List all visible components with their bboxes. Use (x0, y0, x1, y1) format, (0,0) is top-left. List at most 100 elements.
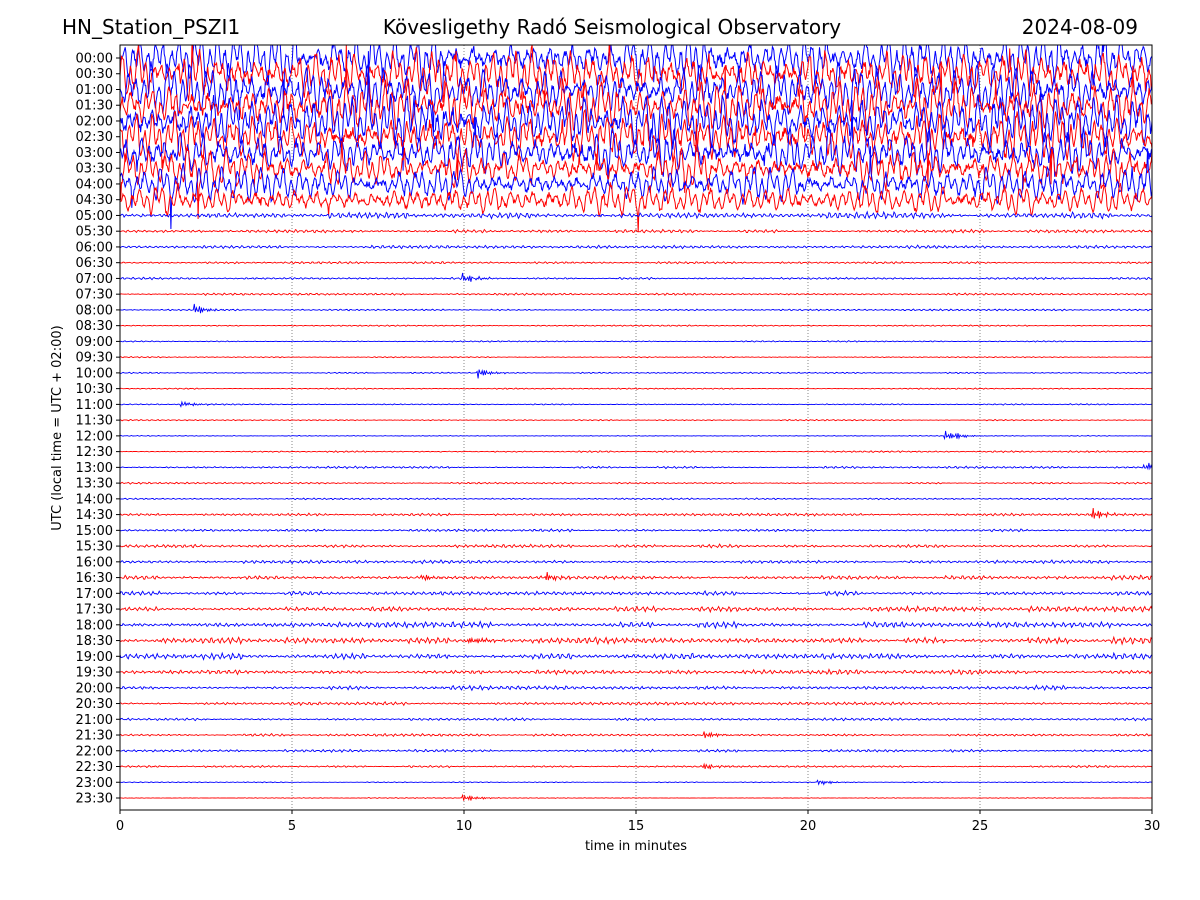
trace-1930 (120, 668, 1152, 676)
trace-1900 (120, 651, 1152, 661)
y-tick-label: 04:00 (76, 177, 113, 192)
y-tick-label: 13:00 (76, 461, 113, 476)
trace-0700 (120, 272, 1152, 282)
y-tick-label: 08:30 (76, 319, 113, 334)
y-tick-label: 18:30 (76, 634, 113, 649)
y-tick-label: 04:30 (76, 193, 113, 208)
trace-2130 (120, 731, 1152, 739)
trace-1700 (120, 589, 1152, 597)
trace-1000 (120, 369, 1152, 379)
y-tick-label: 01:00 (76, 83, 113, 98)
y-tick-label: 10:30 (76, 382, 113, 397)
trace-0800 (120, 303, 1152, 314)
trace-0600 (120, 244, 1152, 250)
trace-1400 (120, 497, 1152, 501)
trace-1630 (120, 571, 1152, 582)
y-tick-label: 17:00 (76, 587, 113, 602)
trace-0430 (120, 182, 1152, 232)
y-tick-label: 03:00 (76, 146, 113, 161)
y-tick-label: 02:30 (76, 130, 113, 145)
y-tick-label: 20:30 (76, 697, 113, 712)
y-tick-label: 08:00 (76, 303, 113, 318)
trace-0400 (120, 146, 1152, 230)
x-tick-label: 20 (800, 819, 817, 834)
y-tick-label: 02:00 (76, 114, 113, 129)
y-tick-label: 15:00 (76, 524, 113, 539)
trace-1730 (120, 604, 1152, 614)
y-tick-label: 13:30 (76, 477, 113, 492)
date-title: 2024-08-09 (1021, 15, 1138, 39)
y-tick-label: 07:00 (76, 272, 113, 287)
y-tick-label: 06:00 (76, 240, 113, 255)
y-tick-label: 21:00 (76, 713, 113, 728)
y-tick-label: 11:00 (76, 398, 113, 413)
x-tick-label: 5 (288, 819, 296, 834)
y-tick-label: 15:30 (76, 540, 113, 555)
observatory-title: Kövesligethy Radó Seismological Observat… (382, 15, 842, 39)
trace-1600 (120, 559, 1152, 565)
y-tick-label: 00:00 (76, 52, 113, 67)
y-tick-label: 06:30 (76, 256, 113, 271)
trace-1330 (120, 481, 1152, 485)
trace-0900 (120, 340, 1152, 343)
y-tick-label: 22:30 (76, 760, 113, 775)
trace-0930 (120, 355, 1152, 359)
trace-1830 (120, 635, 1152, 646)
y-tick-label: 01:30 (76, 99, 113, 114)
y-tick-label: 12:00 (76, 429, 113, 444)
trace-1200 (120, 430, 1152, 441)
x-tick-label: 10 (456, 819, 473, 834)
trace-1800 (120, 620, 1152, 630)
y-tick-label: 21:30 (76, 729, 113, 744)
trace-0330 (120, 118, 1152, 220)
y-tick-label: 12:30 (76, 445, 113, 460)
trace-0300 (120, 100, 1152, 183)
y-tick-label: 23:00 (76, 776, 113, 791)
y-tick-label: 05:00 (76, 209, 113, 224)
y-tick-label: 20:00 (76, 681, 113, 696)
y-tick-label: 14:30 (76, 508, 113, 523)
trace-2330 (120, 793, 1152, 802)
trace-0000 (120, 45, 1152, 118)
trace-2000 (120, 684, 1152, 692)
trace-1100 (120, 400, 1152, 408)
y-tick-label: 09:00 (76, 335, 113, 350)
x-axis-label: time in minutes (585, 839, 687, 854)
trace-0500 (120, 210, 1152, 220)
x-tick-label: 0 (116, 819, 124, 834)
x-tick-label: 15 (628, 819, 645, 834)
trace-1300 (120, 462, 1152, 471)
y-tick-label: 09:30 (76, 351, 113, 366)
y-tick-label: 16:30 (76, 571, 113, 586)
y-tick-label: 22:00 (76, 744, 113, 759)
station-title: HN_Station_PSZI1 (62, 15, 241, 39)
y-axis-label: UTC (local time = UTC + 02:00) (50, 325, 65, 530)
trace-1500 (120, 528, 1152, 533)
trace-2030 (120, 701, 1152, 707)
trace-0630 (120, 260, 1152, 265)
y-tick-label: 14:00 (76, 492, 113, 507)
trace-1030 (120, 387, 1152, 390)
trace-2300 (120, 779, 1152, 786)
y-tick-label: 10:00 (76, 366, 113, 381)
x-tick-label: 30 (1144, 819, 1161, 834)
trace-0730 (120, 292, 1152, 297)
y-tick-label: 05:30 (76, 225, 113, 240)
trace-1530 (120, 543, 1152, 549)
y-tick-label: 18:00 (76, 618, 113, 633)
trace-0830 (120, 324, 1152, 327)
y-tick-label: 19:30 (76, 666, 113, 681)
y-tick-label: 00:30 (76, 67, 113, 82)
trace-0100 (120, 61, 1152, 137)
y-tick-label: 23:30 (76, 792, 113, 807)
trace-0530 (120, 228, 1152, 234)
trace-1230 (120, 450, 1152, 454)
trace-2230 (120, 762, 1152, 770)
y-tick-label: 07:30 (76, 288, 113, 303)
x-tick-label: 25 (972, 819, 989, 834)
trace-1130 (120, 418, 1152, 422)
y-tick-label: 03:30 (76, 162, 113, 177)
trace-0130 (120, 45, 1152, 137)
trace-0230 (120, 108, 1152, 187)
